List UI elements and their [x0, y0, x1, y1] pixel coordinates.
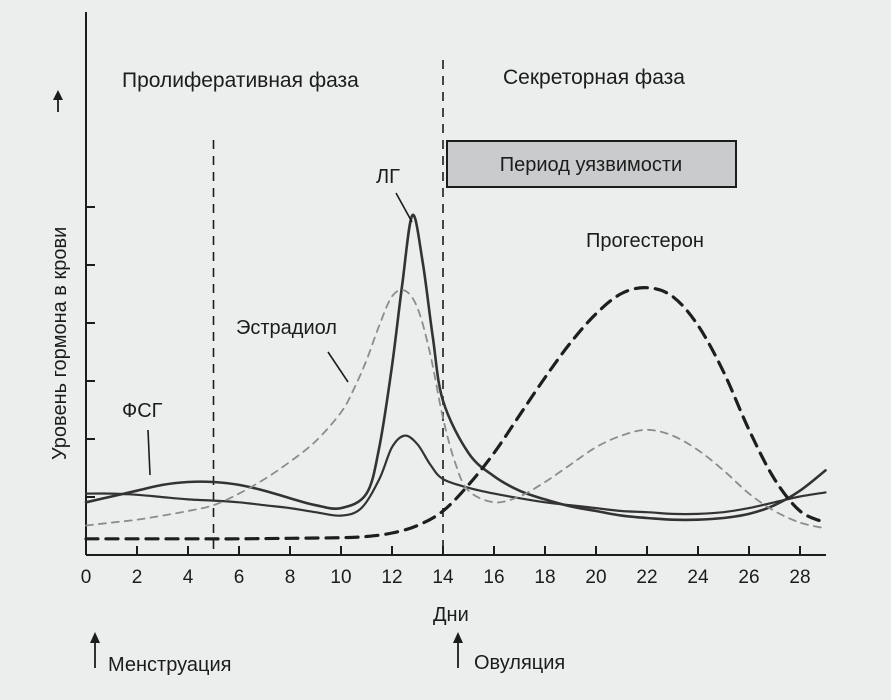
phase-label-secretory: Секреторная фаза: [503, 66, 685, 89]
ovulation-arrow-icon: [453, 632, 463, 668]
x-tick-label: 4: [183, 567, 194, 588]
y-axis-title: Уровень гормона в крови: [49, 227, 71, 460]
x-tick-label: 24: [687, 567, 709, 588]
series-label-estradiol: Эстрадиол: [236, 317, 337, 339]
x-tick-label: 12: [381, 567, 402, 588]
ovulation-label: Овуляция: [474, 652, 565, 674]
series-line-estradiol: [85, 288, 827, 530]
x-tick-label: 14: [432, 567, 454, 588]
x-tick-label: 0: [81, 567, 92, 588]
series-label-lh: ЛГ: [376, 166, 400, 188]
series-layer: [84, 213, 828, 541]
series-leader-estradiol: [327, 351, 349, 383]
series-label-progesterone: Прогестерон: [586, 230, 704, 252]
series-line-fsh: [84, 434, 827, 517]
x-axis-title: Дни: [433, 604, 469, 626]
x-tick-label: 20: [585, 567, 606, 588]
x-tick-label: 26: [738, 567, 759, 588]
vulnerability-period-box: [446, 140, 737, 188]
series-line-lh: [84, 213, 827, 522]
x-tick-label: 10: [330, 567, 351, 588]
vulnerability-period-label: Период уязвимости: [500, 154, 682, 176]
series-line-progesterone: [84, 286, 828, 541]
phase-dividers: [212, 60, 444, 555]
menstruation-arrow-icon: [90, 632, 100, 668]
series-leader-fsh: [147, 429, 151, 476]
series-leader-lh: [395, 192, 413, 223]
x-tick-label: 28: [789, 567, 810, 588]
x-tick-label: 6: [234, 567, 245, 588]
x-tick-label: 22: [636, 567, 657, 588]
x-tick-label: 18: [534, 567, 555, 588]
x-tick-label: 8: [285, 567, 296, 588]
x-tick-label: 16: [483, 567, 504, 588]
x-tick-label: 2: [132, 567, 143, 588]
x-ticks: 0 2 4 6 8 10 12 14 16 18 20 22 24 26 28: [81, 546, 811, 588]
series-label-fsh: ФСГ: [122, 400, 163, 422]
y-axis-arrow-icon: [53, 90, 63, 112]
y-ticks: [86, 206, 95, 498]
menstruation-label: Менструация: [108, 654, 231, 676]
phase-label-proliferative: Пролиферативная фаза: [122, 69, 359, 92]
